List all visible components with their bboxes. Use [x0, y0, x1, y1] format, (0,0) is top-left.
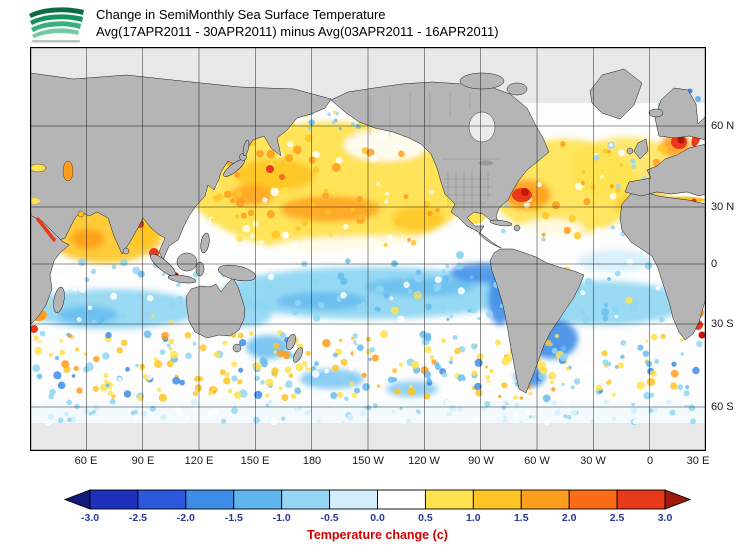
- great-lakes: [479, 160, 493, 166]
- landmass-cuba: [489, 219, 513, 227]
- landmass-arctic-islands: [506, 82, 528, 96]
- landmass-hispaniola: [513, 224, 521, 232]
- mediterranean-east: [30, 198, 40, 204]
- colorbar-segment: [329, 489, 378, 510]
- colorbar-tick--1.0: -1.0: [272, 512, 291, 524]
- landmass-ireland: [626, 147, 634, 155]
- landmass-uk: [633, 138, 649, 160]
- map-subtitle: Avg(17APR2011 - 30APR2011) minus Avg(03A…: [96, 24, 499, 39]
- landmass-philippines: [200, 232, 210, 254]
- colorbar-tick-0.5: 0.5: [418, 512, 433, 524]
- red-sea: [35, 216, 57, 243]
- lat-label-0: 0: [711, 258, 718, 270]
- colorbar-segment: [377, 489, 426, 510]
- lat-label-30n: 30 N: [711, 201, 735, 213]
- landmass-australia: [185, 277, 246, 339]
- logo-waves: [29, 7, 84, 38]
- lon-label-30e: 30 E: [686, 455, 710, 467]
- inland-waters: [30, 111, 496, 243]
- landmass-java: [167, 274, 197, 284]
- map-border: [30, 47, 706, 451]
- colorbar-ticks: -3.0 -2.5 -2.0 -1.5 -1.0 -0.5 0.0 0.5 1.0 1.5 2.0 2…: [64, 512, 691, 526]
- colorbar-arrow-left: [64, 489, 91, 510]
- colorbar-tick-1.5: 1.5: [513, 512, 529, 524]
- longitude-axis: 60 E 90 E 120 E 150 E 180 150 W 120 W 90 W 60 W 3…: [30, 455, 710, 471]
- landmass-iceland: [648, 108, 664, 118]
- agency-logo-icon: [29, 7, 84, 43]
- colorbar-segment: [89, 489, 139, 510]
- landmass-borneo: [176, 252, 198, 272]
- lon-label-60w: 60 W: [524, 455, 550, 467]
- landmass-madagascar: [53, 286, 65, 314]
- landmass-sakhalin: [242, 139, 250, 157]
- colorbar-segment: [568, 489, 618, 510]
- colorbar-segment: [137, 489, 187, 510]
- colorbar-segment: [616, 489, 666, 510]
- landmass-scandinavia: [654, 87, 706, 141]
- colorbar-segment: [281, 489, 331, 510]
- map-area: [30, 47, 706, 451]
- lon-label-150e: 150 E: [240, 455, 270, 467]
- lon-label-0: 0: [646, 455, 654, 467]
- colorbar-title: Temperature change (c): [307, 528, 448, 542]
- logo-caption: [32, 40, 80, 43]
- colorbar-tick-0.0: 0.0: [370, 512, 385, 524]
- persian-gulf: [77, 210, 85, 218]
- map-title: Change in SemiMonthly Sea Surface Temper…: [96, 7, 386, 22]
- landmass-europe: [624, 143, 706, 197]
- landmass-greenland: [589, 68, 643, 120]
- colorbar-segment: [520, 489, 570, 510]
- landmass-new-zealand-north: [286, 334, 296, 350]
- caspian-sea: [62, 160, 74, 182]
- lon-label-30w: 30 W: [580, 455, 606, 467]
- lat-label-60s: 60 S: [711, 401, 734, 413]
- landmass-east-africa-sliver: [30, 214, 70, 326]
- colorbar-tick--2.0: -2.0: [176, 512, 195, 524]
- latitude-axis: 60 N 30 N 0 30 S 60 S: [711, 47, 753, 451]
- colorbar-tick--1.5: -1.5: [224, 512, 243, 524]
- landmasses: [30, 68, 706, 394]
- state-boundaries: [369, 93, 500, 211]
- world-sst-map: [30, 47, 706, 451]
- graticule: [30, 47, 706, 451]
- landmass-eurasia: [30, 72, 332, 261]
- title-block: Change in SemiMonthly Sea Surface Temper…: [96, 6, 499, 40]
- landmass-tasmania: [232, 343, 242, 353]
- lon-label-60e: 60 E: [74, 455, 98, 467]
- landmass-new-zealand-south: [293, 347, 303, 363]
- colorbar: -3.0 -2.5 -2.0 -1.5 -1.0 -0.5 0.0 0.5 1.0 1.5 2.0 2…: [64, 489, 691, 549]
- colorbar-arrow-right: [664, 489, 691, 510]
- colorbar-segment: [185, 489, 235, 510]
- black-sea: [30, 163, 47, 173]
- lat-label-30s: 30 S: [711, 318, 734, 330]
- colorbar-segment: [472, 489, 522, 510]
- colorbar-segment: [424, 489, 474, 510]
- lon-label-90w: 90 W: [468, 455, 494, 467]
- lat-label-60n: 60 N: [711, 120, 735, 132]
- colorbar-tick--0.5: -0.5: [320, 512, 339, 524]
- colorbar-scale: [64, 489, 691, 510]
- colorbar-segment: [233, 489, 283, 510]
- lon-label-120w: 120 W: [408, 455, 440, 467]
- hudson-bay: [468, 111, 496, 143]
- lon-label-150w: 150 W: [352, 455, 384, 467]
- landmass-new-guinea: [218, 264, 256, 282]
- landmass-sulawesi: [195, 261, 205, 277]
- lon-label-120e: 120 E: [184, 455, 214, 467]
- colorbar-tick-1.0: 1.0: [466, 512, 481, 524]
- landmass-baffin: [459, 72, 505, 90]
- landmass-sri-lanka: [122, 247, 130, 255]
- lon-label-180: 180: [302, 455, 322, 467]
- colorbar-tick--2.5: -2.5: [128, 512, 147, 524]
- colorbar-tick-2.0: 2.0: [561, 512, 577, 524]
- colorbar-tick-2.5: 2.5: [609, 512, 625, 524]
- lon-label-90e: 90 E: [131, 455, 155, 467]
- colorbar-tick-3.0: 3.0: [657, 512, 673, 524]
- colorbar-tick--3.0: -3.0: [80, 512, 100, 524]
